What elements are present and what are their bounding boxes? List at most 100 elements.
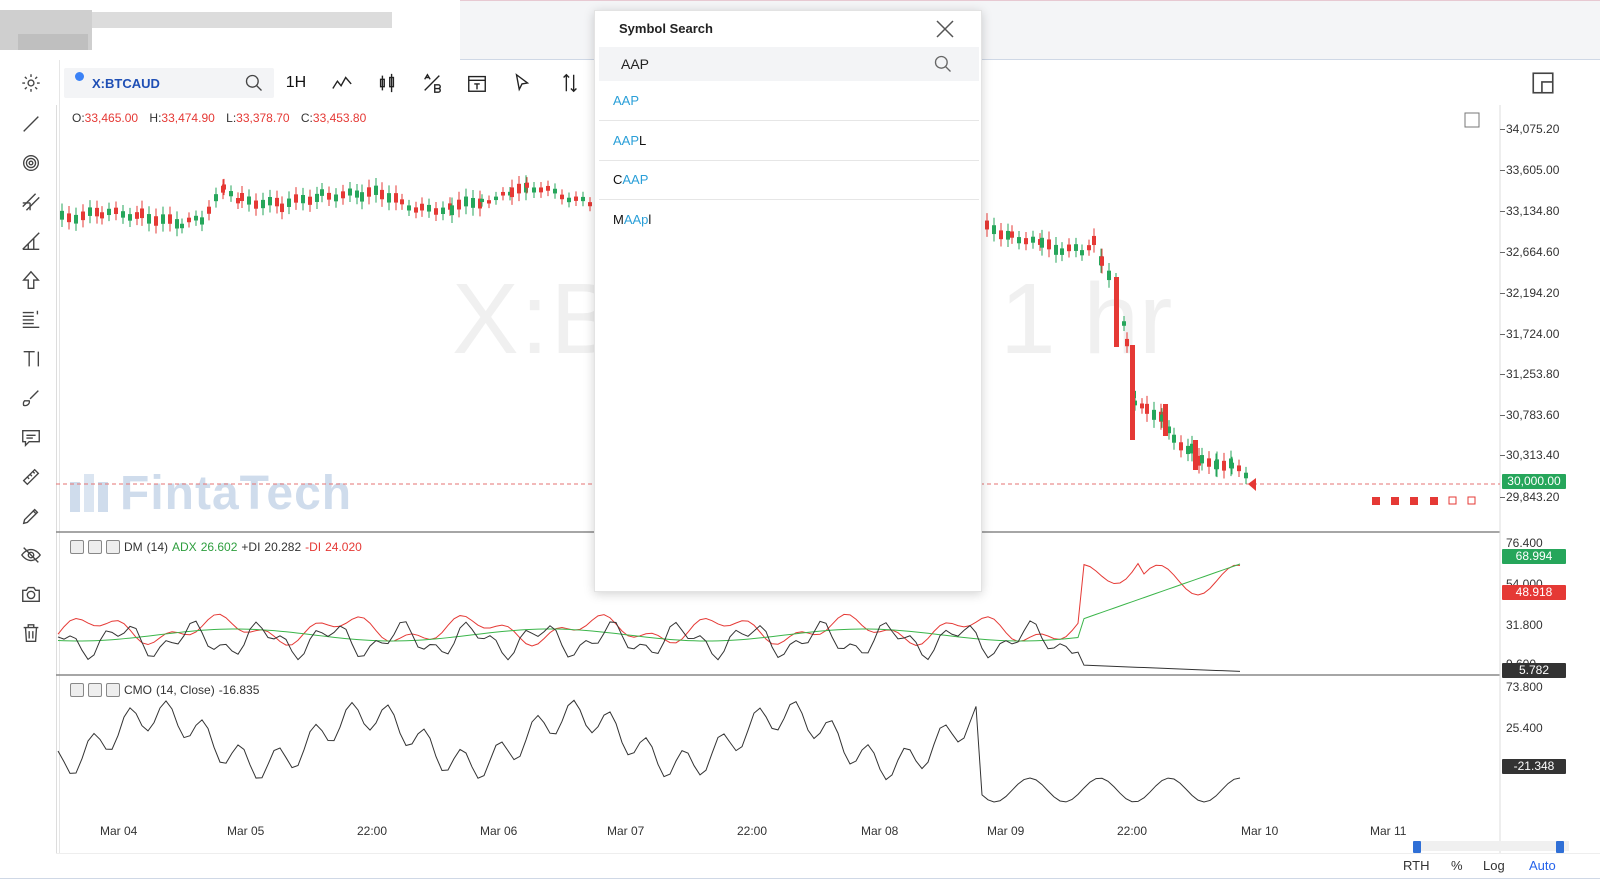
study-settings-icon[interactable]: [106, 540, 120, 554]
rth-button[interactable]: RTH: [1403, 858, 1430, 873]
candle-body: [1145, 403, 1149, 414]
candle-body: [480, 198, 484, 203]
price-tick: [1500, 374, 1505, 375]
candle-body: [275, 197, 279, 207]
time-label: Mar 06: [480, 824, 518, 838]
result-match: AAP: [613, 133, 640, 148]
candle-body: [147, 214, 151, 224]
price-label: 30,313.40: [1506, 448, 1560, 462]
candle-body: [1107, 270, 1111, 281]
search-icon[interactable]: [244, 73, 264, 93]
candle-body: [1207, 458, 1211, 467]
dm-panel-header: DM (14) ADX 26.602 +DI 20.282 -DI 24.020: [70, 540, 362, 554]
candle-body: [135, 212, 139, 219]
candle-body: [1230, 462, 1234, 469]
di-plus-badge: 5.782: [1502, 663, 1566, 678]
layout-icon[interactable]: [1530, 70, 1556, 96]
scroll-handle-right[interactable]: [1556, 841, 1564, 853]
candle-body: [341, 191, 345, 199]
comment-icon[interactable]: [18, 425, 44, 451]
candle-body: [1163, 404, 1168, 436]
candle-body: [1244, 472, 1248, 479]
fibonacci-icon[interactable]: [18, 228, 44, 254]
candle-body: [441, 207, 445, 215]
current-price-marker: [1248, 478, 1256, 491]
hide-eye-icon[interactable]: [18, 542, 44, 568]
result-match: AAp: [623, 212, 649, 227]
ohlc-low: 33,378.70: [236, 111, 290, 125]
candle-body: [387, 193, 391, 203]
candle-body: [1067, 244, 1071, 252]
remove-study-icon[interactable]: [70, 683, 84, 697]
settings-gear-icon[interactable]: [18, 70, 44, 96]
candle-body: [194, 215, 198, 221]
candle-body: [367, 187, 371, 197]
result-match: AAP: [622, 172, 649, 187]
range-icon[interactable]: [556, 70, 584, 96]
pattern-icon[interactable]: [18, 306, 44, 332]
camera-icon[interactable]: [18, 581, 44, 607]
candle-body: [420, 203, 424, 211]
candle-body: [95, 207, 99, 217]
candle-body: [320, 189, 324, 196]
search-result-item[interactable]: CAAP: [599, 160, 979, 200]
time-label: Mar 04: [100, 824, 138, 838]
ruler-icon[interactable]: [18, 464, 44, 490]
price-tick: [1500, 211, 1505, 212]
text-tool-icon[interactable]: [18, 346, 44, 372]
arrow-up-icon[interactable]: [18, 267, 44, 293]
chart-type-icon[interactable]: [328, 70, 356, 96]
price-label: 33,134.80: [1506, 204, 1560, 218]
studies-icon[interactable]: [463, 70, 491, 96]
price-tick: [1500, 334, 1505, 335]
target-icon[interactable]: [18, 150, 44, 176]
compare-icon[interactable]: [418, 70, 446, 96]
adx-label: ADX: [172, 540, 197, 554]
brush-icon[interactable]: [18, 385, 44, 411]
candle-body: [180, 223, 184, 229]
cursor-icon[interactable]: [508, 70, 536, 96]
candle-body: [268, 196, 272, 206]
study-settings-icon[interactable]: [106, 683, 120, 697]
auto-button[interactable]: Auto: [1529, 858, 1556, 873]
candle-body: [1193, 440, 1198, 470]
candle-body: [1179, 442, 1183, 451]
dm-axis-label: 31.800: [1506, 618, 1543, 632]
search-result-item[interactable]: AAP: [599, 81, 979, 121]
remove-study-icon[interactable]: [70, 540, 84, 554]
close-icon[interactable]: [933, 17, 957, 41]
candle-body: [287, 198, 291, 207]
candles-icon[interactable]: [373, 70, 401, 96]
bottom-bar: [56, 853, 1600, 879]
future-marker: [1430, 497, 1438, 505]
brand-logo-icon: [70, 473, 108, 512]
candle-body: [308, 196, 312, 205]
watermark-symbol: X:B: [452, 263, 620, 375]
trend-line-icon[interactable]: [18, 111, 44, 137]
candle-body: [121, 211, 125, 218]
candle-body: [1122, 321, 1126, 326]
candle-body: [407, 205, 411, 211]
search-icon[interactable]: [933, 54, 953, 74]
search-result-item[interactable]: MAApl: [599, 200, 979, 240]
chart-frame[interactable]: [56, 105, 1500, 853]
percent-button[interactable]: %: [1451, 858, 1463, 873]
adx-badge: 68.994: [1502, 549, 1566, 564]
hide-study-icon[interactable]: [88, 683, 102, 697]
hide-study-icon[interactable]: [88, 540, 102, 554]
scroll-handle-left[interactable]: [1413, 841, 1421, 853]
candle-body: [1010, 231, 1014, 238]
price-label: 32,194.20: [1506, 286, 1560, 300]
time-scroll-track[interactable]: [1414, 841, 1569, 851]
interval-button[interactable]: 1H: [285, 74, 307, 91]
trash-icon[interactable]: [18, 620, 44, 646]
pencil-icon[interactable]: [18, 503, 44, 529]
brand-text: FintaTech: [120, 467, 353, 520]
symbol-search-input[interactable]: [599, 47, 939, 81]
log-button[interactable]: Log: [1483, 858, 1505, 873]
symbol-selector[interactable]: X:BTCAUD: [64, 68, 274, 98]
di-minus-value: 24.020: [325, 540, 362, 554]
parallel-lines-icon[interactable]: [18, 189, 44, 215]
search-result-item[interactable]: AAPL: [599, 121, 979, 161]
